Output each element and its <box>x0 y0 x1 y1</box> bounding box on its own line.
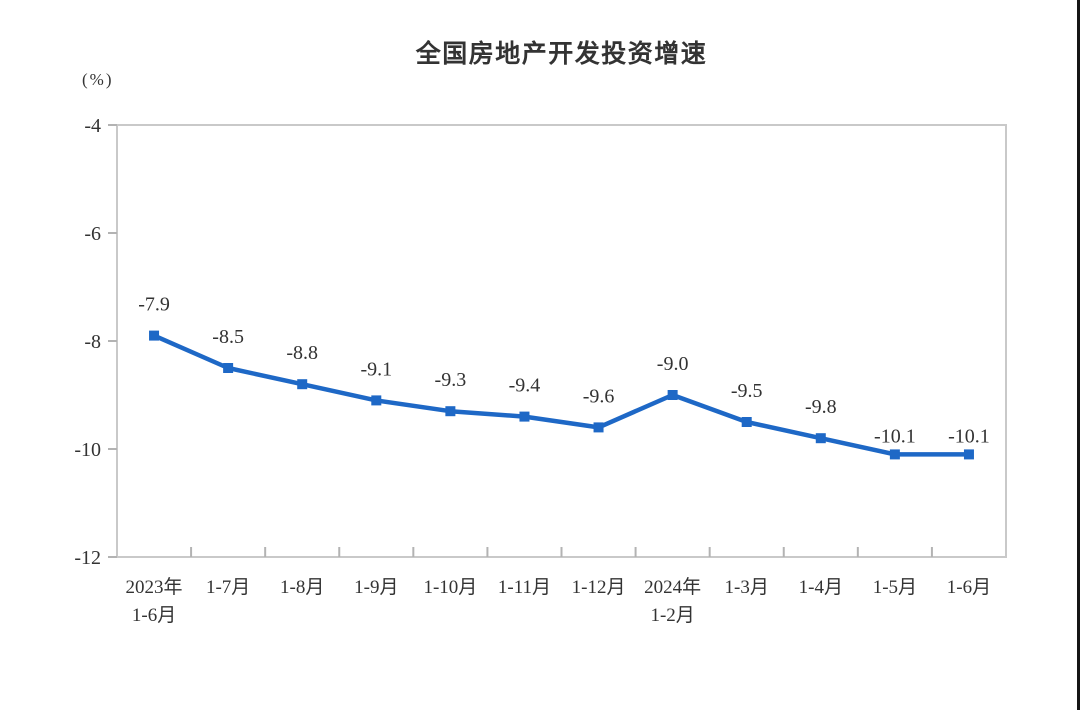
data-label: -9.6 <box>583 385 615 407</box>
x-axis-label: 1-8月 <box>280 577 324 598</box>
data-point-marker <box>371 395 382 406</box>
data-label: -9.3 <box>435 369 467 391</box>
y-axis-tick-label: -6 <box>84 223 101 245</box>
data-label: -9.4 <box>509 375 541 397</box>
data-label: -9.8 <box>805 396 837 418</box>
data-point-marker <box>667 390 678 400</box>
data-label: -10.1 <box>874 425 916 447</box>
data-point-marker <box>963 449 974 460</box>
y-axis-tick-label: -8 <box>84 331 101 353</box>
data-point-marker <box>889 449 900 460</box>
chart-title: 全国房地产开发投资增速 <box>415 40 708 68</box>
x-axis-label: 1-6月 <box>132 605 176 626</box>
data-label: -9.5 <box>731 380 763 402</box>
data-label: -9.1 <box>360 358 392 380</box>
data-point-marker <box>593 422 604 433</box>
x-axis-label: 1-2月 <box>650 605 694 626</box>
data-label: -8.8 <box>286 342 318 364</box>
x-axis-label: 2024年 <box>644 576 701 598</box>
y-axis-tick-label: -4 <box>84 115 101 137</box>
x-axis-label: 1-10月 <box>423 577 477 598</box>
data-point-marker <box>519 411 530 422</box>
x-axis-label: 1-4月 <box>799 577 843 598</box>
x-axis-label: 2023年 <box>126 576 183 598</box>
x-axis-label: 1-3月 <box>725 577 769 598</box>
data-point-marker <box>149 330 160 341</box>
x-axis-label: 1-9月 <box>354 577 398 598</box>
x-axis-label: 1-11月 <box>498 577 551 598</box>
data-label: -8.5 <box>212 326 244 348</box>
data-label: -9.0 <box>657 353 689 375</box>
x-axis-label: 1-7月 <box>206 577 250 598</box>
x-axis-label: 1-6月 <box>947 577 991 598</box>
y-axis-tick-label: -10 <box>74 439 101 461</box>
data-line <box>151 333 972 457</box>
data-point-marker <box>297 379 308 390</box>
y-axis-unit-label: (%) <box>82 70 114 89</box>
y-axis-tick-label: -12 <box>74 547 101 569</box>
data-label: -10.1 <box>948 425 990 447</box>
data-point-marker <box>741 417 752 427</box>
screenshot-right-border <box>1077 0 1080 710</box>
data-point-marker <box>223 363 234 373</box>
plot-area-border <box>116 124 1007 558</box>
x-axis-label: 1-5月 <box>873 577 917 598</box>
data-label: -7.9 <box>138 294 170 316</box>
data-point-marker <box>815 433 826 444</box>
data-point-marker <box>445 406 456 417</box>
x-axis-label: 1-12月 <box>572 577 626 598</box>
